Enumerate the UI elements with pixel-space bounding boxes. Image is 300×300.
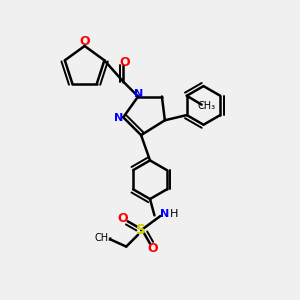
Text: CH₃: CH₃ (94, 233, 112, 243)
Text: N: N (114, 113, 123, 123)
Text: O: O (148, 242, 158, 255)
Text: N: N (134, 89, 143, 99)
Text: O: O (117, 212, 128, 225)
Text: CH₃: CH₃ (198, 101, 216, 111)
Text: S: S (136, 223, 146, 237)
Text: O: O (119, 56, 130, 69)
Text: O: O (79, 35, 90, 48)
Text: H: H (169, 209, 178, 220)
Text: N: N (160, 209, 170, 220)
